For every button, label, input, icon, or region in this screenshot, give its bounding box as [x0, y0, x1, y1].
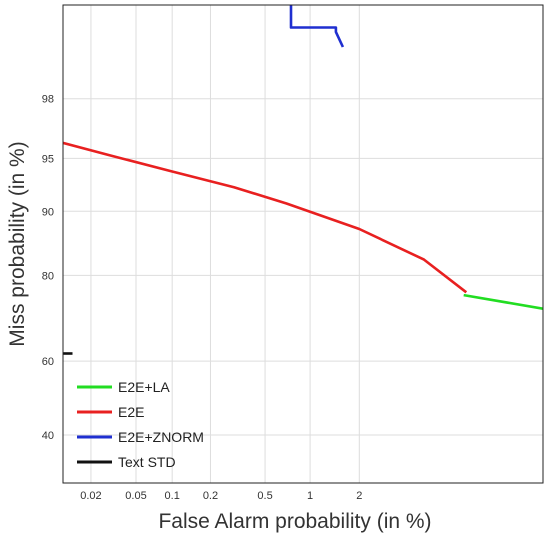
- x-tick-label: 0.1: [165, 490, 180, 502]
- series-line-e2e-znorm: [289, 5, 345, 48]
- x-tick-label: 0.5: [257, 490, 272, 502]
- plot-frame: [62, 4, 544, 484]
- x-tick-label: 0.05: [125, 490, 146, 502]
- tick-labels: 0.02 0.05 0.1 0.2 0.5 1 2 40 60 80 90 95 98: [42, 94, 363, 502]
- x-tick-label: 0.02: [80, 490, 101, 502]
- y-tick-label: 60: [42, 356, 54, 368]
- y-tick-label: 98: [42, 94, 54, 106]
- legend-label-e2e-la: E2E+LA: [118, 379, 170, 395]
- legend-label-text-std: Text STD: [118, 454, 176, 470]
- legend-label-e2e-znorm: E2E+ZNORM: [118, 429, 204, 445]
- y-tick-label: 40: [42, 430, 54, 442]
- legend-label-e2e: E2E: [118, 404, 144, 420]
- x-axis-label: False Alarm probability (in %): [158, 510, 431, 533]
- y-axis-label: Miss probability (in %): [6, 141, 29, 346]
- y-tick-label: 90: [42, 206, 54, 218]
- x-tick-label: 2: [356, 490, 362, 502]
- y-tick-label: 95: [42, 153, 54, 165]
- x-tick-label: 1: [307, 490, 313, 502]
- grid: [63, 5, 543, 483]
- series-line-e2e-la: [463, 293, 543, 310]
- x-tick-label: 0.2: [203, 490, 218, 502]
- y-tick-label: 80: [42, 270, 54, 282]
- legend: E2E+LA E2E E2E+ZNORM Text STD: [77, 379, 204, 470]
- series-line-e2e: [63, 141, 468, 294]
- series-lines: [63, 5, 543, 355]
